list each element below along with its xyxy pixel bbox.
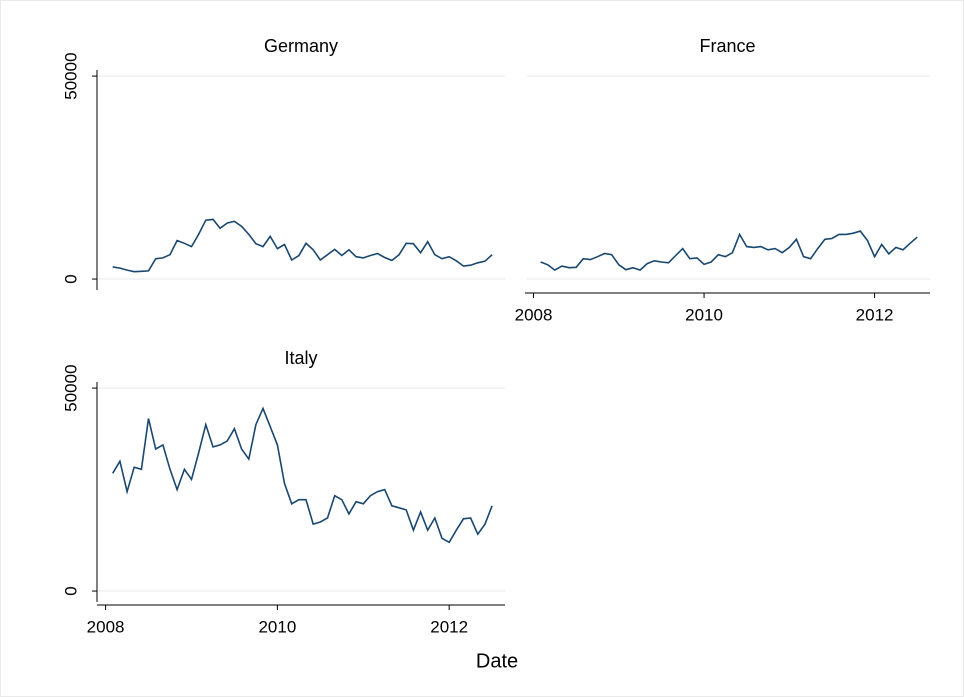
panel-title: Germany [264,36,338,56]
data-line [112,218,493,273]
y-tick-label: 50000 [61,364,80,411]
x-axis-title: Date [476,650,518,672]
y-tick-label: 0 [61,586,80,595]
data-line [540,230,918,272]
x-tick-label: 2012 [856,305,894,324]
panel-title: Italy [284,348,317,368]
x-tick-label: 2008 [87,617,125,636]
panel-title: France [699,36,755,56]
x-tick-label: 2010 [685,305,723,324]
x-tick-label: 2008 [515,305,553,324]
x-tick-label: 2010 [258,617,296,636]
y-tick-label: 50000 [61,52,80,99]
y-tick-label: 0 [61,274,80,283]
data-line [112,406,493,544]
x-tick-label: 2012 [430,617,468,636]
